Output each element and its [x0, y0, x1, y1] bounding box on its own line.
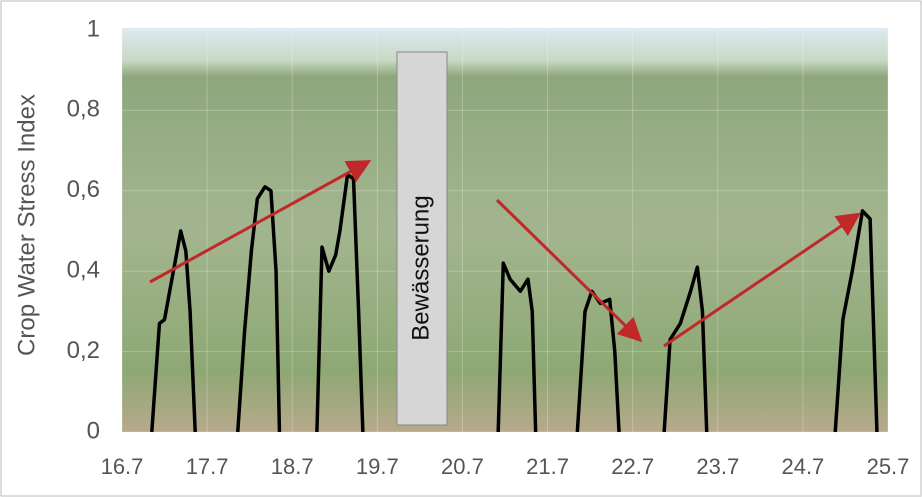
- y-tick-label: 0,8: [67, 96, 100, 123]
- x-tick-label: 19.7: [356, 454, 399, 479]
- x-tick-label: 20.7: [441, 454, 484, 479]
- x-tick-label: 24.7: [781, 454, 824, 479]
- x-tick-label: 17.7: [186, 454, 229, 479]
- y-tick-label: 0,2: [67, 337, 100, 364]
- x-tick-label: 18.7: [271, 454, 314, 479]
- x-tick-label: 22.7: [611, 454, 654, 479]
- page: {"chart_data": { "type": "line", "y_labe…: [0, 0, 922, 497]
- chart: Bewässerung Crop Water Stress Index 0 0,2…: [0, 0, 922, 497]
- x-tick-label: 25.7: [867, 454, 910, 479]
- y-axis-label: Crop Water Stress Index: [13, 94, 40, 356]
- annotation: Bewässerung: [407, 195, 434, 340]
- y-tick-label: 0,4: [67, 257, 100, 284]
- y-tick-label: 0: [87, 417, 100, 444]
- photo-background: [122, 28, 888, 432]
- y-tick-label: 1: [87, 15, 100, 42]
- x-tick-label: 23.7: [696, 454, 739, 479]
- x-tick-label: 21.7: [526, 454, 569, 479]
- y-tick-label: 0,6: [67, 176, 100, 203]
- x-tick-label: 16.7: [101, 454, 144, 479]
